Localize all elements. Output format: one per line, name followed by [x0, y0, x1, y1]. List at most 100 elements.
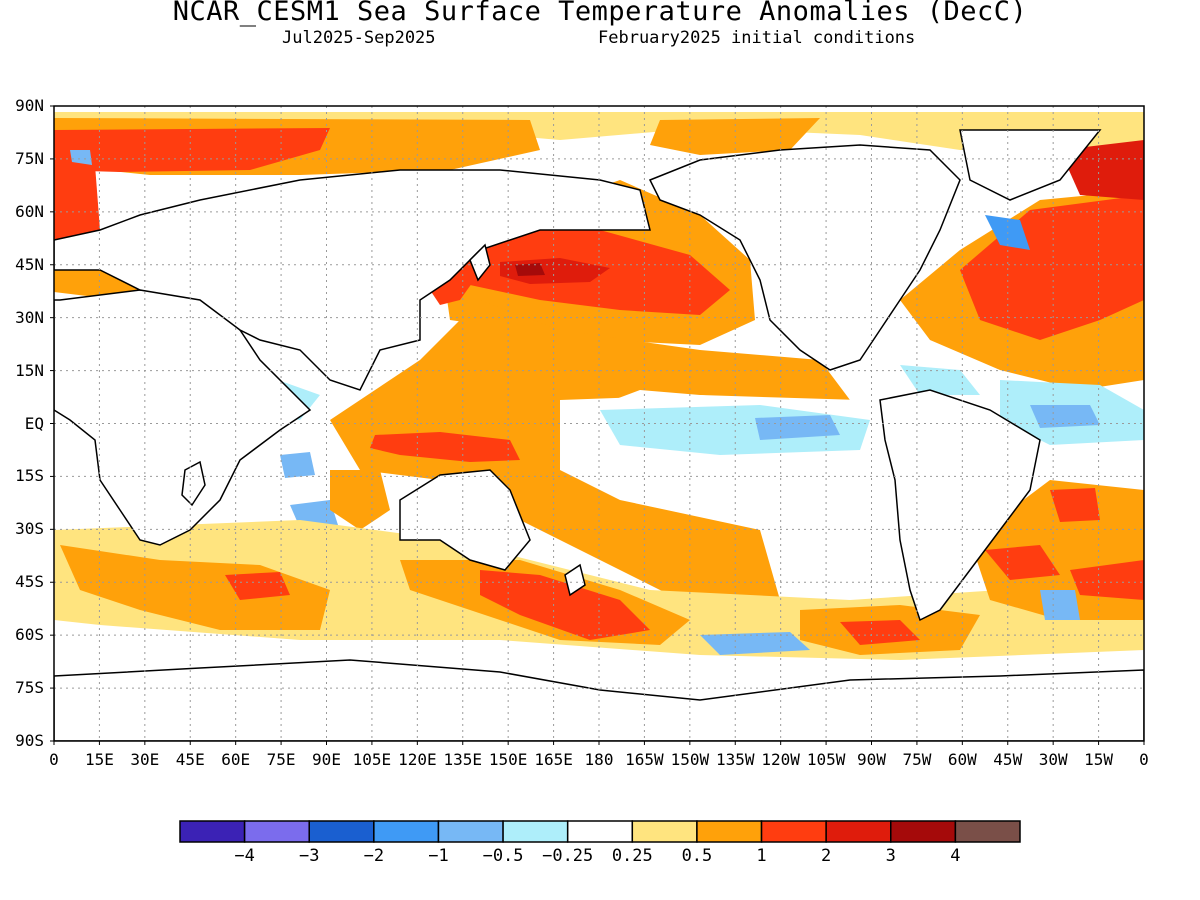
indian-ocean-cool-2 [280, 452, 315, 478]
longitude-label: 15W [1084, 750, 1114, 769]
colorbar-tick-label: −2 [363, 846, 385, 866]
kuroshio-maxima [515, 263, 545, 276]
longitude-label: 165W [625, 750, 664, 769]
longitude-label: 120W [761, 750, 800, 769]
africa-landmass [54, 289, 312, 546]
colorbar-swatch [502, 820, 569, 843]
south-australia-red [480, 570, 650, 640]
latitude-label: 60S [15, 625, 44, 645]
maritime-continent-red [370, 432, 520, 462]
colorbar-swatch [631, 820, 698, 843]
longitude-label: 105W [806, 750, 846, 769]
latitude-label: 90N [15, 96, 44, 115]
south-america-landmass [879, 389, 1041, 622]
australia-landmass [399, 469, 531, 571]
longitude-label: 0 [1139, 750, 1149, 769]
colorbar-tick-label: 4 [950, 846, 961, 866]
longitude-label: 45E [175, 750, 205, 769]
longitude-label: 30W [1038, 750, 1068, 769]
longitude-label: 90E [312, 750, 341, 769]
longitude-label: 75W [902, 750, 932, 769]
latitude-label: 15S [15, 466, 44, 486]
longitude-label: 120E [398, 750, 437, 769]
longitude-label: 45W [993, 750, 1023, 769]
madagascar-landmass [181, 460, 206, 507]
longitude-label: 60E [221, 750, 251, 769]
colorbar-tick-label: 1 [756, 846, 767, 866]
south-atlantic-red-3 [1070, 560, 1144, 600]
colorbar-tick-label: −4 [234, 846, 255, 866]
colorbar-tick-label: −0.5 [482, 846, 524, 866]
caribbean-cool [900, 365, 980, 395]
colorbar-tick-label: 0.25 [611, 846, 653, 866]
colorbar-swatch [179, 820, 246, 843]
longitude-label: 135W [715, 750, 755, 769]
longitude-label: 150E [488, 750, 528, 769]
latitude-label: 75N [15, 148, 44, 168]
longitude-label: 30E [130, 750, 160, 769]
west-pacific-orange [330, 300, 850, 610]
arctic-cool-patch [70, 150, 92, 165]
south-atlantic-red-2 [1050, 488, 1100, 522]
colorbar-swatch [825, 820, 892, 843]
latitude-label: 60N [15, 201, 44, 221]
latitude-label: 45S [15, 572, 44, 592]
north-america-landmass [648, 144, 961, 371]
map-grid [54, 106, 1144, 741]
longitude-label: 135E [443, 750, 483, 769]
colorbar-swatch [696, 820, 763, 843]
equatorial-pacific-blue [755, 415, 840, 440]
colorbar-tick-label: −1 [428, 846, 449, 866]
west-australia-orange [330, 470, 390, 530]
map-title: NCAR_CESM1 Sea Surface Temperature Anoma… [172, 0, 1028, 27]
colorbar-tick-label: 0.5 [681, 846, 713, 866]
longitude-label: 150W [670, 750, 710, 769]
colorbar-swatch [760, 820, 827, 843]
colorbar-swatch [566, 820, 634, 843]
longitude-label: 15E [84, 750, 114, 769]
colorbar-swatch [437, 820, 504, 843]
anomaly-fill-layer [54, 112, 1144, 660]
tropical-atlantic-blue [1030, 405, 1100, 428]
longitude-label: 60W [947, 750, 977, 769]
colorbar-swatch [308, 820, 375, 843]
longitude-label: 180 [584, 750, 614, 769]
south-pacific-cool [700, 632, 810, 655]
colorbar-tick-label: −3 [298, 846, 320, 866]
latitude-label: EQ [24, 413, 44, 433]
colorbar-swatch [890, 820, 957, 843]
latitude-label: 45N [15, 254, 44, 274]
longitude-label: 90W [857, 750, 886, 769]
japan-landmass [469, 243, 491, 282]
colorbar-swatch [954, 820, 1021, 843]
latitude-label: 75S [15, 678, 44, 698]
greenland-landmass [959, 129, 1102, 201]
southern-ocean-orange-west [60, 545, 330, 630]
latitude-label: 90S [15, 731, 44, 750]
south-atlantic-red [985, 545, 1060, 580]
southeast-pacific-red [840, 620, 920, 645]
axis-ticks [50, 105, 1145, 745]
barents-red [54, 165, 100, 240]
colorbar-tick-label: 2 [821, 846, 832, 866]
colorbar-swatch [373, 820, 440, 843]
latitude-label: 30S [15, 519, 44, 539]
new-zealand-landmass [564, 563, 586, 597]
colorbar-swatch [243, 820, 310, 843]
colorbar-tick-label: −0.25 [542, 846, 594, 866]
latitude-label: 30N [15, 307, 44, 327]
colorbar [179, 820, 1021, 843]
arctic-red-west [54, 128, 330, 172]
initial-conditions-label: February2025 initial conditions [598, 28, 916, 48]
brazil-current-cool [1040, 590, 1080, 620]
longitude-label: 165E [534, 750, 573, 769]
eurasia-landmass [54, 169, 651, 391]
nordic-seas-red [1060, 140, 1144, 200]
forecast-period: Jul2025-Sep2025 [282, 28, 436, 48]
longitude-label: 0 [49, 750, 59, 769]
colorbar-tick-label: 3 [885, 846, 896, 866]
southern-ocean-red-west [225, 572, 290, 600]
latitude-label: 15N [15, 360, 44, 380]
longitude-label: 105E [352, 750, 392, 769]
